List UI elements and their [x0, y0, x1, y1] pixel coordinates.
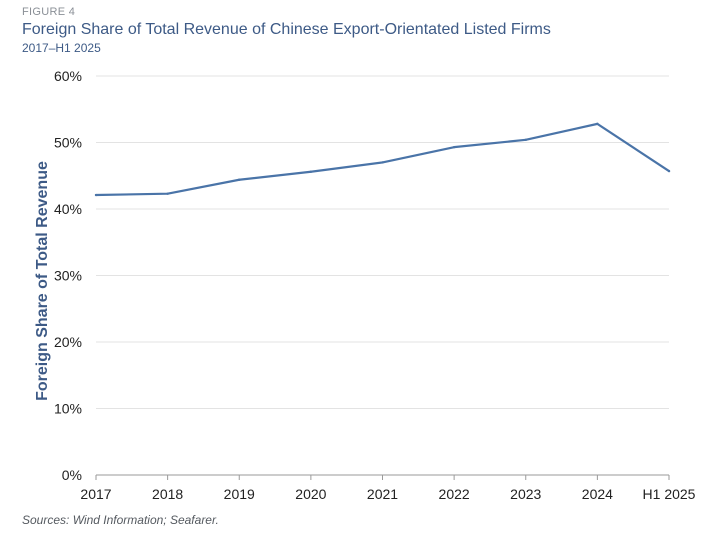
y-tick-label: 20%: [54, 334, 82, 350]
y-tick-label: 10%: [54, 401, 82, 417]
x-tick-label: 2018: [152, 486, 183, 502]
series-lines: [94, 122, 671, 197]
y-tick-labels: 0% 10% 20% 30% 40% 50% 60%: [54, 68, 82, 483]
data-point: [381, 161, 384, 164]
x-tick-label: 2024: [582, 486, 613, 502]
chart-subtitle: 2017–H1 2025: [22, 41, 101, 55]
x-tick-label: 2022: [439, 486, 470, 502]
x-tick-label: 2019: [224, 486, 255, 502]
x-tick-label: H1 2025: [643, 486, 696, 502]
figure-label: FIGURE 4: [22, 6, 76, 18]
data-point: [524, 138, 527, 142]
data-point: [667, 169, 671, 173]
data-point: [452, 145, 456, 149]
y-tick-label: 50%: [54, 135, 82, 151]
chart-title: Foreign Share of Total Revenue of Chines…: [22, 21, 551, 38]
y-axis-title: Foreign Share of Total Revenue: [34, 161, 51, 401]
x-tick-label: 2017: [80, 486, 111, 502]
axes: [95, 474, 670, 480]
x-tick-label: 2020: [295, 486, 326, 502]
data-point: [166, 192, 169, 195]
y-tick-label: 0%: [62, 467, 82, 483]
x-tick-label: 2023: [510, 486, 541, 502]
data-point: [596, 122, 599, 126]
x-tick-label: 2021: [367, 486, 398, 502]
gridlines: [96, 75, 669, 409]
data-point: [238, 178, 241, 181]
series-line: [94, 122, 671, 197]
y-tick-label: 40%: [54, 201, 82, 217]
y-tick-label: 30%: [54, 268, 82, 284]
y-tick-label: 60%: [54, 68, 82, 84]
source-note: Sources: Wind Information; Seafarer.: [22, 513, 219, 527]
data-point: [94, 193, 98, 197]
x-tick-labels: 2017 2018 2019 2020 2021 2022 2023 2024 H1 2025: [80, 486, 695, 502]
data-point: [309, 170, 313, 173]
